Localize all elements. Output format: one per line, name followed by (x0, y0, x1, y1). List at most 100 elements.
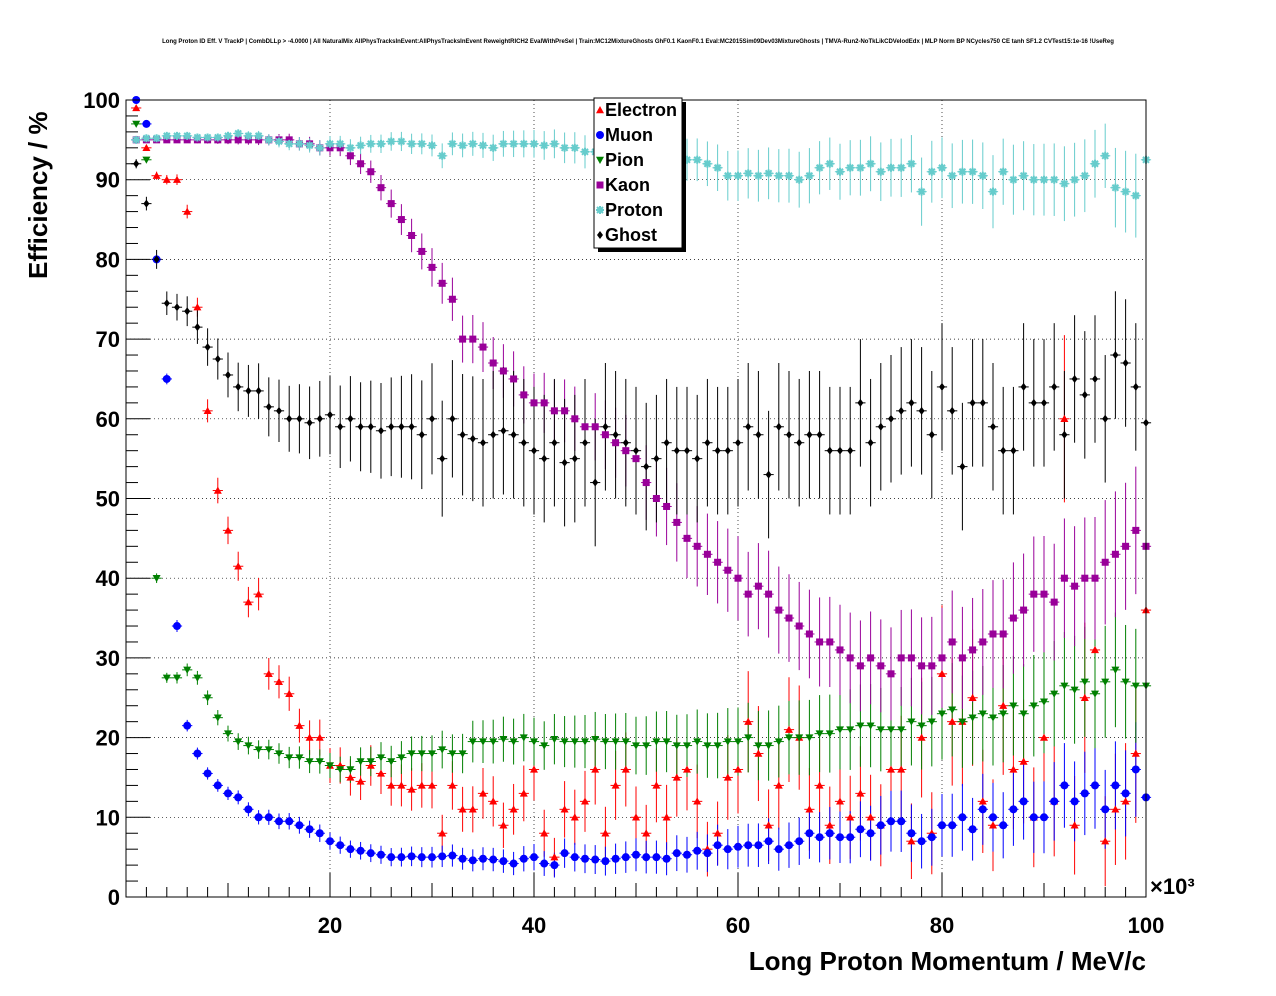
kaon-point (979, 638, 987, 646)
kaon-point (1040, 590, 1048, 598)
kaon-point (459, 335, 467, 343)
proton-point (999, 167, 1008, 176)
electron-point (1019, 757, 1028, 765)
kaon-point (642, 479, 650, 487)
electron-point (346, 773, 355, 781)
pion-point (448, 750, 457, 758)
electron-point (764, 821, 773, 829)
pion-point (550, 735, 559, 744)
kaon-point (408, 231, 416, 239)
ghost-point (724, 446, 731, 455)
ghost-point (969, 398, 976, 407)
electron-point (285, 689, 294, 697)
kaon-point (734, 574, 742, 582)
proton-point (785, 171, 793, 180)
proton-point (723, 171, 732, 180)
ghost-point (1122, 359, 1129, 368)
kaon-point (448, 295, 456, 303)
pion-point (275, 750, 283, 758)
pion-point (540, 742, 549, 750)
muon-point (866, 829, 875, 838)
ghost-point (979, 398, 986, 407)
electron-point (1060, 414, 1069, 422)
kaon-point (744, 590, 752, 598)
y-tick-label: 70 (96, 327, 120, 352)
pion-point (968, 714, 977, 722)
proton-point (550, 139, 559, 148)
muon-point (948, 821, 957, 830)
ghost-point (735, 438, 741, 447)
electron-point (999, 701, 1008, 709)
muon-point (744, 841, 753, 850)
muon-point (1040, 813, 1048, 822)
ghost-point (459, 430, 466, 439)
muon-point (876, 821, 885, 830)
electron-point (1080, 693, 1089, 701)
muon-point (254, 813, 263, 822)
x-axis-label: Long Proton Momentum / MeV/c (749, 946, 1146, 976)
pion-point (948, 706, 957, 714)
muon-point (968, 825, 977, 834)
proton-point (958, 167, 967, 176)
proton-point (917, 187, 926, 196)
electron-point (948, 717, 957, 725)
ghost-point (898, 406, 905, 415)
pion-point (795, 734, 804, 742)
kaon-point (846, 654, 854, 662)
muon-point (193, 749, 202, 758)
muon-point (978, 805, 987, 814)
electron-point (1070, 821, 1079, 829)
pion-point (1091, 690, 1099, 698)
kaon-point (663, 502, 671, 510)
proton-point (1091, 159, 1099, 168)
pion-point (978, 710, 987, 718)
electron-point (305, 733, 314, 741)
kaon-point (1009, 614, 1017, 622)
proton-point (305, 141, 314, 150)
pion-point (897, 726, 906, 734)
pion-point (774, 738, 783, 746)
pion-point (509, 738, 518, 746)
electron-point (152, 171, 161, 179)
pion-point (642, 742, 651, 750)
electron-point (183, 207, 192, 215)
kaon-point (1081, 574, 1089, 582)
electron-point (581, 797, 589, 805)
kaon-point (1060, 574, 1068, 582)
ghost-point (694, 454, 701, 463)
pion-point (611, 738, 620, 746)
kaon-point (989, 630, 997, 638)
ghost-point (571, 454, 578, 463)
legend-label-kaon: Kaon (605, 175, 650, 195)
muon-point (1019, 797, 1028, 806)
ghost-point (214, 355, 221, 364)
legend-box (593, 97, 683, 249)
kaon-point (1122, 542, 1130, 550)
ghost-point (1061, 430, 1068, 439)
kaon-point (938, 654, 946, 662)
electron-point (519, 789, 528, 797)
muon-point (652, 853, 661, 862)
pion-point (183, 666, 192, 674)
muon-point (774, 845, 783, 854)
proton-point (938, 163, 946, 172)
muon-point (1070, 797, 1079, 806)
axis-ticks (125, 99, 1147, 898)
pion-point (693, 738, 702, 746)
muon-point (1050, 797, 1059, 806)
pion-point (173, 674, 181, 682)
pion-point (254, 746, 263, 754)
pion-point (815, 730, 824, 738)
pion-point (1060, 682, 1069, 690)
pion-point (1101, 678, 1110, 686)
kaon-point (601, 431, 609, 439)
muon-point (815, 833, 824, 842)
kaon-point (958, 654, 966, 662)
muon-point (142, 119, 151, 128)
muon-point (295, 821, 304, 830)
ghost-point (1051, 382, 1058, 391)
proton-point (683, 155, 691, 164)
proton-point (489, 143, 498, 152)
muon-point (1009, 805, 1018, 814)
pion-point (846, 726, 855, 734)
